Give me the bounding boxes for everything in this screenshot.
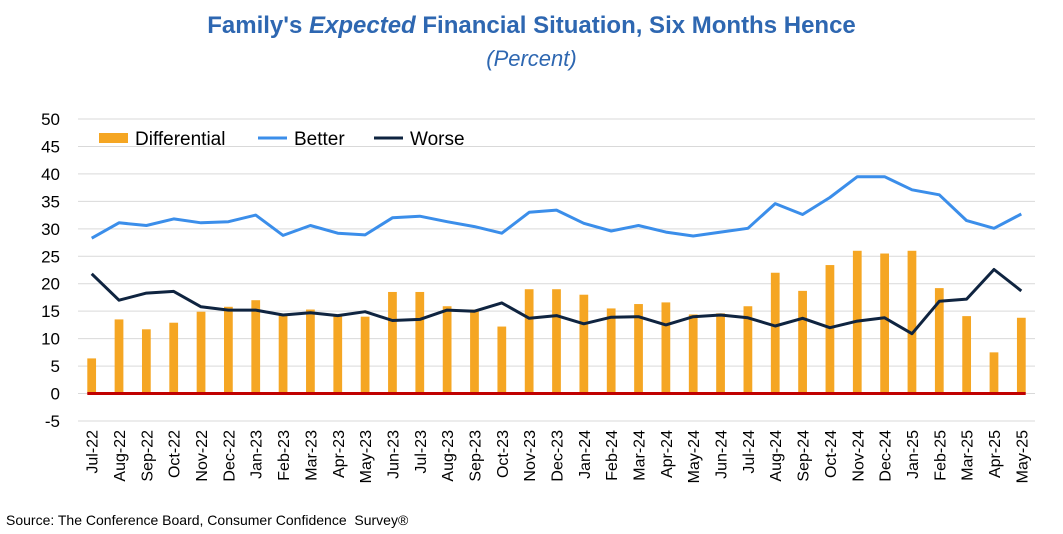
x-tick-label: Feb-24	[604, 430, 621, 481]
x-tick-label: Feb-23	[276, 430, 293, 481]
x-tick-label: Jun-24	[714, 430, 731, 479]
x-tick-label: May-25	[1014, 430, 1031, 483]
better-line	[90, 175, 1022, 240]
y-tick-label: 40	[41, 165, 60, 184]
x-tick-label: Jul-23	[413, 430, 430, 474]
differential-bar	[360, 316, 370, 394]
differential-bar	[989, 352, 999, 394]
differential-bar	[524, 289, 534, 394]
differential-bar	[278, 313, 288, 394]
x-tick-label: Mar-23	[303, 430, 320, 481]
legend-label-better: Better	[294, 129, 345, 150]
y-tick-label: 35	[41, 192, 60, 211]
x-tick-label: Jul-22	[85, 430, 102, 474]
y-tick-label: 5	[51, 357, 60, 376]
differential-bar	[825, 265, 835, 394]
differential-bar	[688, 314, 698, 394]
x-tick-label: Jun-23	[385, 430, 402, 479]
x-tick-label: Dec-24	[878, 430, 895, 482]
x-tick-label: Jan-25	[905, 430, 922, 479]
differential-bar	[169, 322, 179, 394]
differential-bar	[251, 300, 261, 394]
differential-bar	[442, 306, 452, 394]
x-tick-label: Sep-24	[796, 430, 813, 482]
differential-bar	[716, 313, 725, 394]
x-tick-label: Apr-23	[331, 430, 348, 478]
differential-bar	[497, 326, 507, 394]
y-tick-label: -5	[45, 412, 60, 431]
differential-bar	[934, 288, 944, 394]
chart-title: Family's Expected Financial Situation, S…	[0, 12, 1063, 40]
differential-bar	[333, 314, 343, 394]
x-tick-label: Jan-24	[577, 430, 594, 479]
y-tick-label: 30	[41, 220, 60, 239]
differential-bar	[634, 304, 643, 394]
x-tick-label: Sep-22	[139, 430, 156, 482]
differential-bar	[962, 316, 972, 394]
differential-bar	[743, 306, 753, 394]
x-tick-label: Nov-23	[522, 430, 539, 482]
y-tick-label: 0	[51, 385, 60, 404]
worse-line	[90, 268, 1023, 336]
legend-label-worse: Worse	[410, 129, 465, 150]
x-tick-label: Nov-24	[850, 430, 867, 482]
differential-bar	[87, 358, 97, 394]
differential-bar	[798, 290, 807, 394]
differential-bar	[880, 253, 889, 394]
x-tick-label: Feb-25	[932, 430, 949, 481]
chart: -5 0 5 10 15 20 25 30 35 40 45 50 Jul-22 Aug-22 Sep-2…	[41, 110, 1035, 483]
x-tick-label: Mar-25	[960, 430, 977, 481]
x-axis: Jul-22 Aug-22 Sep-22 Oct-22 Nov-22 Dec-22 Jan-…	[85, 430, 1032, 483]
x-tick-label: Oct-24	[823, 430, 840, 478]
differential-bar	[141, 329, 151, 394]
differential-bar	[196, 311, 206, 394]
x-tick-label: Aug-23	[440, 430, 457, 482]
y-axis: -5 0 5 10 15 20 25 30 35 40 45 50	[41, 110, 60, 431]
x-tick-label: Mar-24	[632, 430, 649, 481]
legend-swatch-differential	[99, 133, 128, 143]
y-tick-label: 50	[41, 110, 60, 129]
x-tick-label: Dec-22	[221, 430, 238, 482]
differential-bar	[770, 272, 780, 394]
differential-bar	[306, 309, 315, 394]
y-tick-label: 25	[41, 247, 60, 266]
x-tick-label: Apr-24	[659, 430, 676, 478]
differential-bar	[579, 294, 589, 394]
x-tick-label: May-24	[686, 430, 703, 483]
differential-bar	[606, 308, 616, 394]
x-tick-label: Jan-23	[249, 430, 266, 479]
x-tick-label: Apr-25	[987, 430, 1004, 478]
differential-bars	[87, 250, 1026, 396]
differential-bar	[388, 291, 397, 394]
source-note: Source: The Conference Board, Consumer C…	[6, 512, 409, 528]
x-tick-label: Jul-24	[741, 430, 758, 474]
differential-bar	[415, 291, 425, 394]
differential-bar	[907, 250, 917, 394]
differential-bar	[114, 319, 124, 394]
title-part-1: Family's	[207, 12, 309, 39]
title-part-3: Financial Situation, Six Months Hence	[415, 12, 856, 39]
x-tick-label: Aug-22	[112, 430, 129, 482]
differential-bar	[1016, 317, 1026, 394]
y-tick-label: 45	[41, 137, 60, 156]
differential-bar	[661, 302, 671, 394]
x-tick-label: Nov-22	[194, 430, 211, 482]
differential-bar	[224, 306, 233, 394]
x-tick-label: May-23	[358, 430, 375, 483]
title-part-2: Expected	[308, 12, 416, 39]
x-tick-label: Aug-24	[768, 430, 785, 482]
differential-bar	[470, 309, 479, 394]
legend-label-differential: Differential	[135, 129, 225, 150]
x-tick-label: Sep-23	[467, 430, 484, 482]
x-tick-label: Oct-22	[167, 430, 184, 478]
legend: Differential Better Worse	[99, 129, 465, 150]
y-tick-label: 20	[41, 275, 60, 294]
series-lines	[90, 175, 1023, 336]
y-tick-label: 10	[41, 330, 60, 349]
x-tick-label: Oct-23	[495, 430, 512, 478]
x-tick-label: Dec-23	[550, 430, 567, 482]
differential-bar	[552, 289, 561, 394]
y-tick-label: 15	[41, 302, 60, 321]
chart-subtitle: (Percent)	[486, 46, 577, 71]
